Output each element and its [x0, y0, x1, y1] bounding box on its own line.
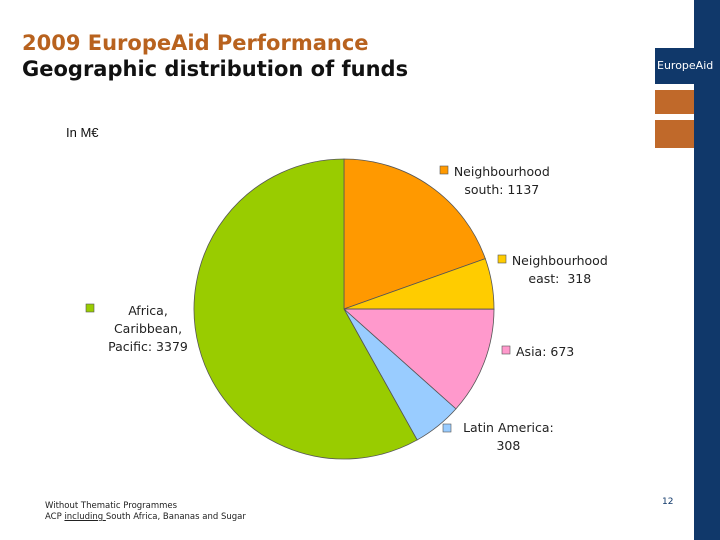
slice-label-africa-caribbean-pacific: Africa, Caribbean, Pacific: 3379 [108, 303, 188, 354]
footnote-line-2: ACP including South Africa, Bananas and … [45, 512, 246, 523]
footnote-line-1: Without Thematic Programmes [45, 501, 178, 511]
brand-accent-block-2 [655, 120, 694, 148]
right-brand-band [694, 0, 720, 540]
pie-slice-asia [342, 308, 495, 410]
legend-swatch-africa-caribbean-pacific [85, 303, 95, 313]
slice-label-neighbourhood-east: Neighbourhood east: 318 [512, 253, 608, 286]
legend-swatch-asia [501, 345, 511, 355]
footnote-line-2-suffix: South Africa, Bananas and Sugar [105, 512, 246, 522]
pie-slice-africa-caribbean-pacific [193, 158, 418, 460]
legend-swatch-neighbourhood-south [439, 165, 449, 175]
legend-swatch-latin-america [442, 423, 452, 433]
footnote-line-2-prefix: ACP [45, 512, 65, 522]
slice-label-asia: Asia: 673 [516, 344, 574, 359]
title-line-2: Geographic distribution of funds [22, 57, 409, 81]
slide-title: 2009 EuropeAid Performance Geographic di… [22, 30, 408, 82]
title-line-1: 2009 EuropeAid Performance [22, 31, 369, 55]
pie-slice-neighbourhood-south [343, 158, 486, 310]
slice-label-latin-america: Latin America: 308 [463, 420, 554, 453]
page-number: 12 [662, 497, 674, 507]
legend-swatch-neighbourhood-east [497, 254, 507, 264]
slice-label-neighbourhood-south: Neighbourhood south: 1137 [454, 164, 550, 197]
footnote: Without Thematic Programmes ACP includin… [45, 501, 246, 523]
unit-label: In M€ [66, 125, 99, 140]
footnote-line-2-underlined: including [64, 512, 106, 522]
brand-accent-block-1 [655, 90, 694, 114]
brand-logo: EuropeAid [655, 48, 720, 84]
